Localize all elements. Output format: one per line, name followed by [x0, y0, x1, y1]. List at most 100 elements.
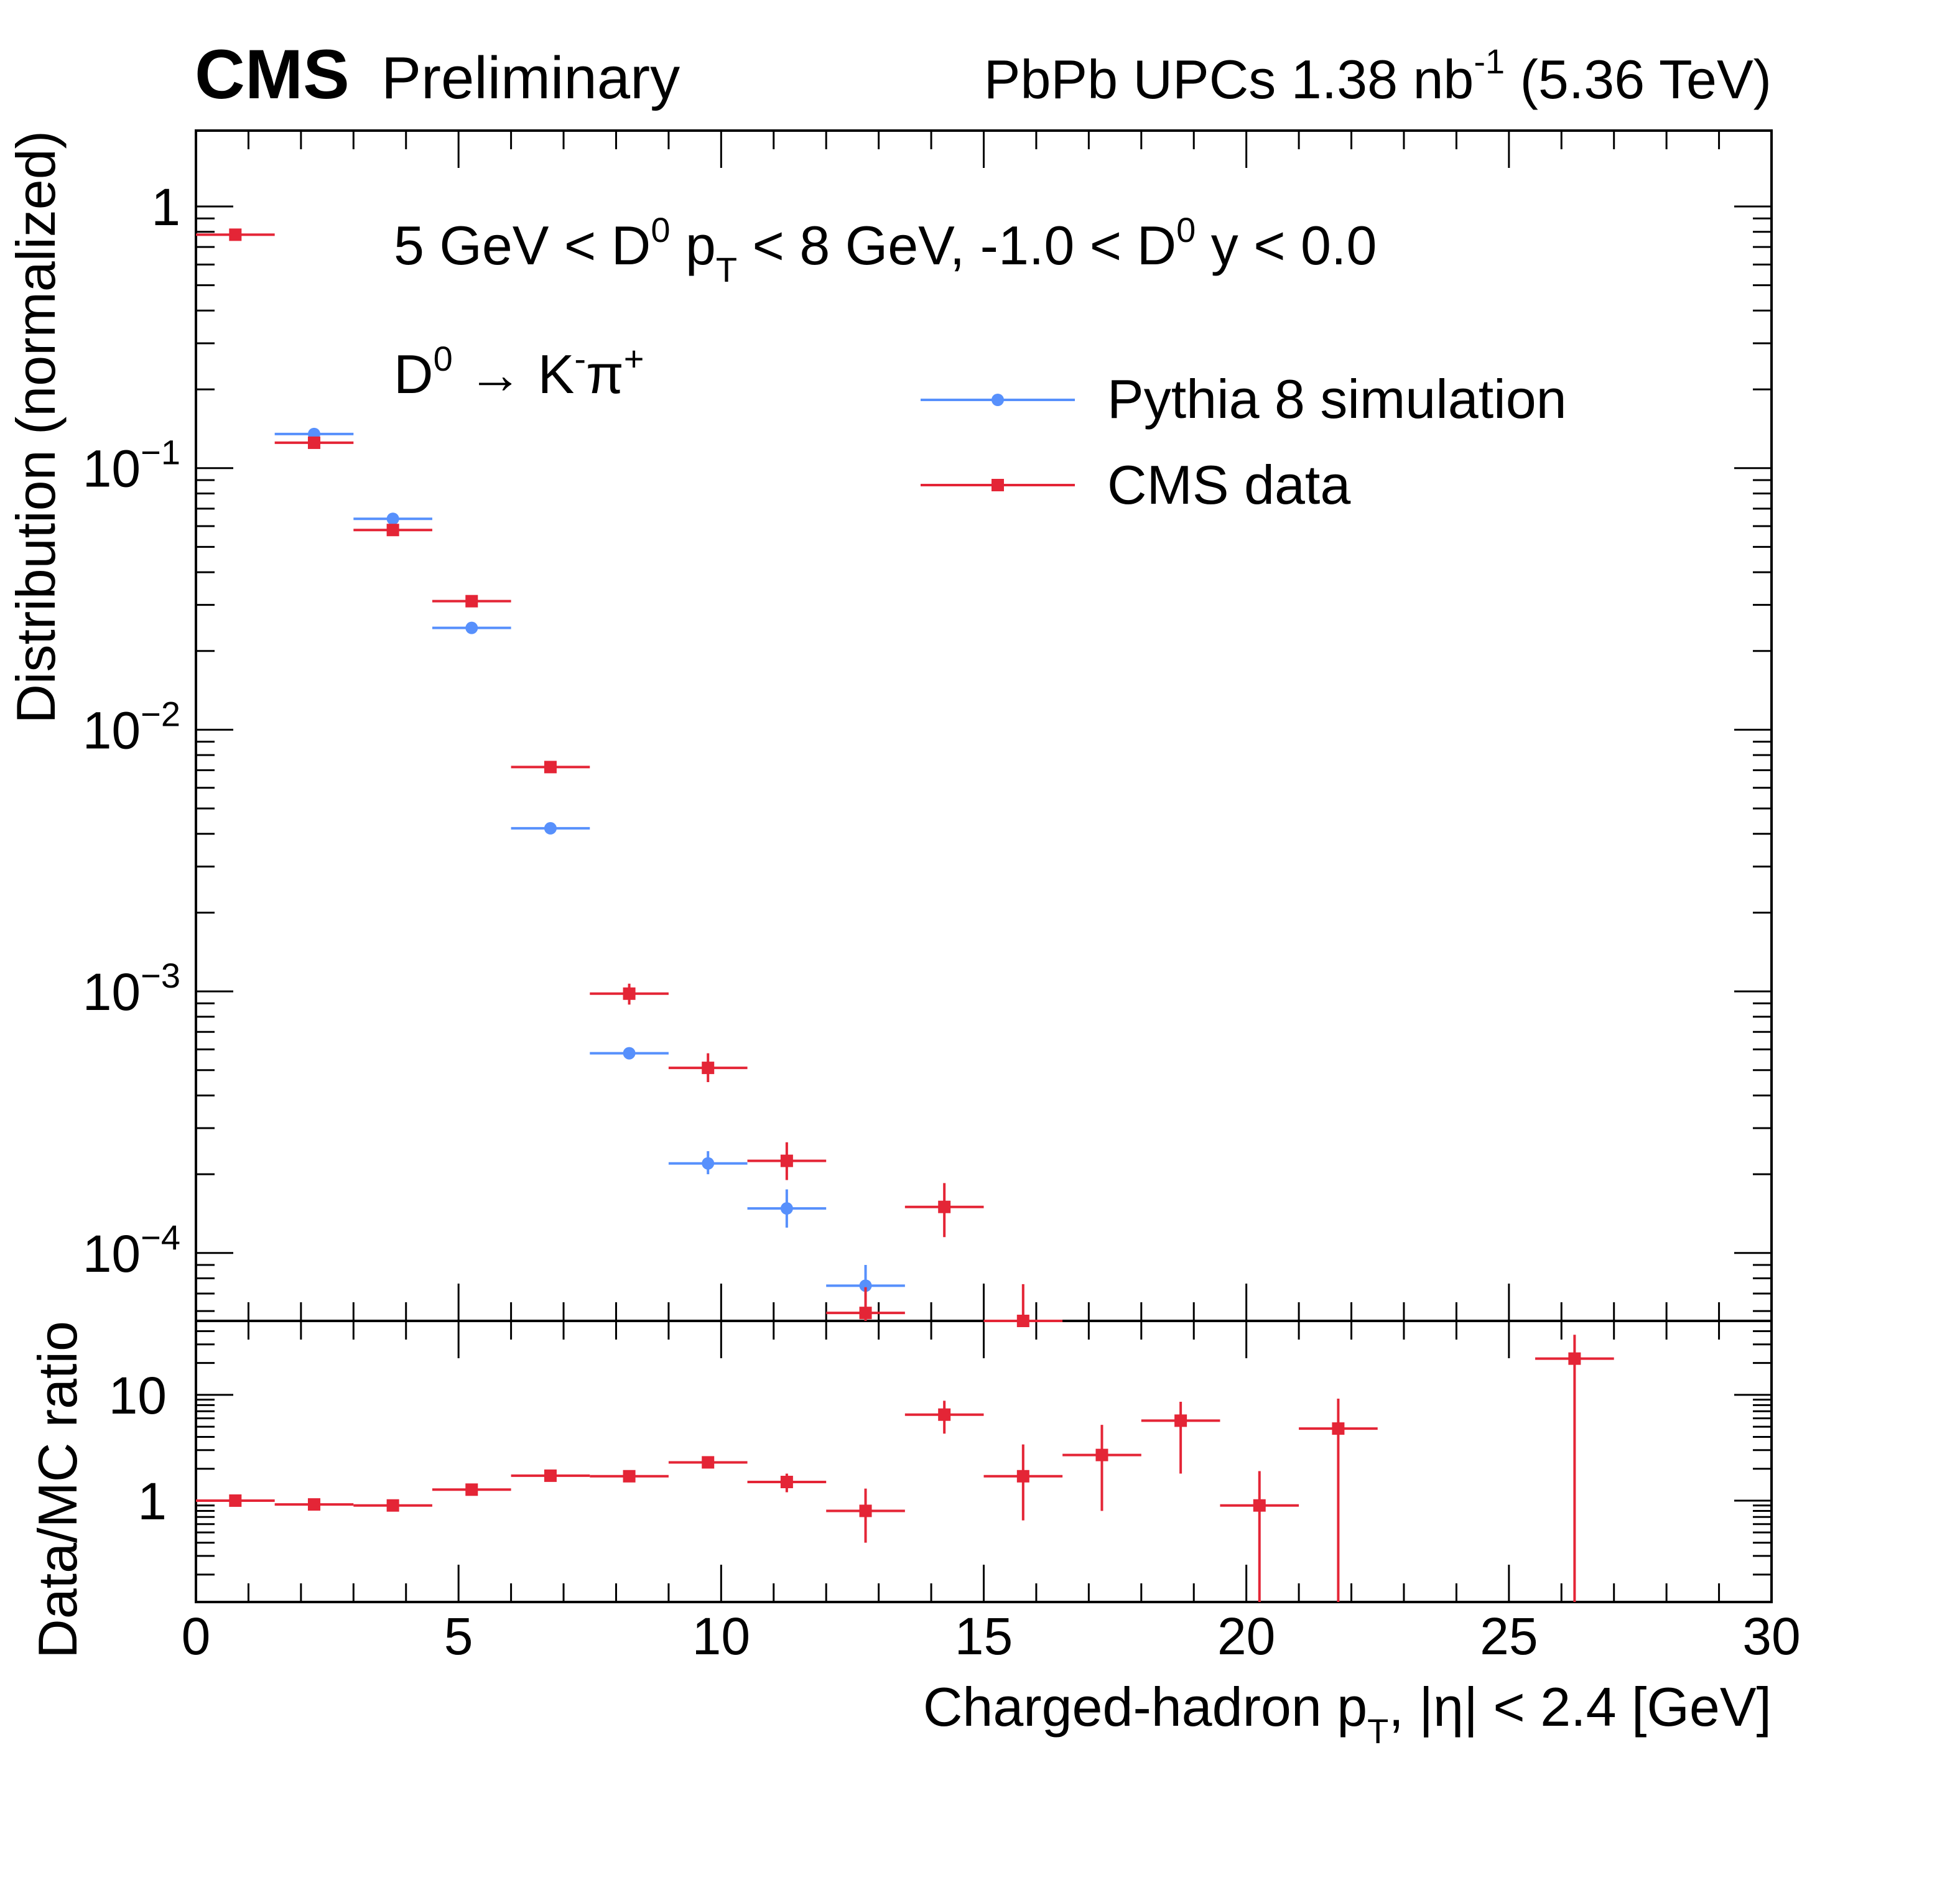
cms-data-point — [826, 1287, 905, 1321]
point-marker — [229, 228, 242, 241]
point-marker — [544, 761, 557, 774]
legend: Pythia 8 simulation CMS data — [921, 368, 1567, 516]
legend-label-cms: CMS data — [1107, 454, 1350, 516]
point-marker — [702, 1062, 715, 1075]
cms-data-point — [590, 983, 669, 1005]
cms-data-point — [904, 1401, 984, 1434]
cms-data-point — [747, 1473, 827, 1493]
cms-data-point — [668, 1456, 748, 1469]
lumi-label: PbPb UPCs 1.38 nb-1 (5.36 TeV) — [984, 42, 1772, 110]
cms-data-point — [353, 524, 432, 537]
pythia-point — [747, 1189, 827, 1228]
legend-label-pythia: Pythia 8 simulation — [1107, 368, 1567, 430]
cms-data-point — [983, 1444, 1063, 1521]
point-marker — [465, 1483, 478, 1496]
preliminary-label: Preliminary — [381, 45, 680, 111]
tick-labels: 0 5 10 15 20 25 30 1 10−1 10−2 10−3 10−4 10 1 — [83, 178, 1801, 1665]
point-marker — [938, 1408, 951, 1421]
point-marker — [1174, 1414, 1187, 1427]
x-tick-label: 10 — [692, 1607, 750, 1665]
cms-label: CMS — [195, 35, 350, 113]
decay-annotation: D0 → K-π+ — [394, 339, 644, 405]
x-tick-label: 15 — [955, 1607, 1013, 1665]
pythia-point — [353, 512, 432, 526]
cms-data-point — [983, 1284, 1063, 1327]
cms-data-point — [1062, 1425, 1141, 1511]
data-marks — [196, 228, 1614, 1602]
cms-data-point — [668, 1053, 748, 1082]
x-tick-label: 20 — [1217, 1607, 1275, 1665]
y-axis-label-bottom: Data/MC ratio — [27, 1321, 88, 1659]
point-marker — [859, 1307, 872, 1320]
cms-data-point — [1299, 1399, 1378, 1602]
point-marker — [1016, 1315, 1029, 1327]
cms-data-point — [196, 1494, 275, 1507]
point-marker — [386, 1499, 399, 1512]
cms-data-point — [1141, 1402, 1220, 1474]
cms-data-point — [747, 1142, 827, 1180]
point-marker — [938, 1200, 951, 1213]
lumi-exponent: -1 — [1474, 42, 1505, 81]
cms-data-point — [432, 1483, 511, 1496]
bottom-panel-frame — [195, 1320, 1773, 1603]
point-marker — [623, 1470, 636, 1483]
cms-data-point — [904, 1183, 984, 1238]
legend-marker-pythia — [992, 394, 1004, 406]
point-marker — [859, 1504, 872, 1517]
y-axis-label-top: Distribution (normalized) — [5, 131, 67, 724]
x-tick-label: 25 — [1480, 1607, 1538, 1665]
y-tick-label-top: 1 — [151, 178, 180, 236]
cms-data-point — [196, 228, 275, 241]
x-tick-label: 0 — [182, 1607, 211, 1665]
cms-data-point — [826, 1488, 905, 1543]
y-tick-label-top: 10−1 — [83, 433, 180, 498]
selection-annotation: 5 GeV < D0 pT < 8 GeV, -1.0 < D0 y < 0.0 — [394, 210, 1377, 289]
y-tick-label-bottom: 10 — [109, 1366, 167, 1425]
y-tick-label-top: 10−3 — [83, 956, 180, 1021]
cms-data-point — [1535, 1335, 1614, 1602]
pythia-point — [511, 822, 590, 835]
x-tick-label: 5 — [444, 1607, 473, 1665]
point-marker — [544, 1469, 557, 1482]
cms-data-point — [274, 436, 354, 449]
point-marker — [1095, 1448, 1108, 1461]
x-tick-label: 30 — [1742, 1607, 1800, 1665]
point-marker — [1568, 1352, 1581, 1365]
point-marker — [1253, 1499, 1266, 1512]
energy-label: (5.36 TeV) — [1520, 49, 1772, 110]
cms-data-point — [1220, 1471, 1299, 1602]
legend-marker-cms — [992, 479, 1004, 491]
point-marker — [386, 512, 399, 526]
point-marker — [623, 1047, 636, 1060]
cms-data-point — [274, 1498, 354, 1511]
cms-data-point — [511, 761, 590, 774]
cms-data-point — [353, 1499, 432, 1512]
point-marker — [229, 1494, 242, 1507]
x-axis-label: Charged-hadron pT, |η| < 2.4 [GeV] — [923, 1676, 1772, 1751]
top-panel-frame — [195, 129, 1773, 1322]
y-tick-label-bottom: 1 — [137, 1472, 167, 1530]
cms-data-point — [432, 595, 511, 608]
axis-ticks — [195, 131, 1773, 1602]
y-tick-label-top: 10−2 — [83, 694, 180, 759]
point-marker — [702, 1456, 715, 1469]
point-marker — [465, 595, 478, 608]
point-marker — [859, 1279, 872, 1292]
point-marker — [386, 524, 399, 537]
y-tick-label-top: 10−4 — [83, 1218, 180, 1283]
pythia-point — [668, 1151, 748, 1175]
cms-data-point — [590, 1470, 669, 1483]
pythia-point — [432, 621, 511, 634]
point-marker — [780, 1154, 793, 1167]
point-marker — [780, 1476, 793, 1489]
pythia-point — [590, 1047, 669, 1060]
point-marker — [465, 621, 478, 634]
point-marker — [307, 436, 320, 449]
cms-data-point — [511, 1469, 590, 1482]
point-marker — [1332, 1422, 1345, 1435]
point-marker — [702, 1157, 715, 1170]
point-marker — [1016, 1470, 1029, 1483]
point-marker — [623, 987, 636, 1000]
point-marker — [780, 1202, 793, 1215]
